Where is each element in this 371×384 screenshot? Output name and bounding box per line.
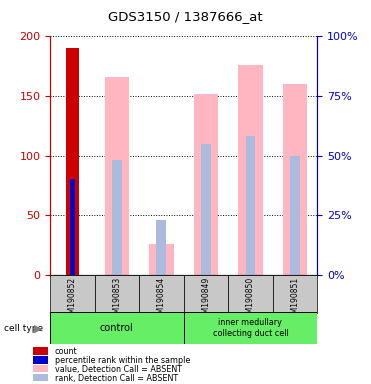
Text: GSM190854: GSM190854 [157, 276, 166, 323]
Bar [228, 275, 273, 313]
Text: percentile rank within the sample: percentile rank within the sample [55, 356, 190, 365]
Bar [290, 156, 300, 275]
Bar [283, 84, 307, 275]
Text: inner medullary
collecting duct cell: inner medullary collecting duct cell [213, 318, 288, 338]
Bar [70, 179, 75, 275]
Text: GSM190851: GSM190851 [290, 276, 299, 323]
Bar [194, 94, 218, 275]
Text: GSM190853: GSM190853 [112, 276, 121, 323]
Text: rank, Detection Call = ABSENT: rank, Detection Call = ABSENT [55, 374, 178, 383]
Text: count: count [55, 347, 77, 356]
Bar [139, 275, 184, 313]
Bar [33, 348, 48, 355]
Text: value, Detection Call = ABSENT: value, Detection Call = ABSENT [55, 365, 182, 374]
Text: GSM190850: GSM190850 [246, 276, 255, 323]
Bar [105, 77, 129, 275]
Bar [95, 275, 139, 313]
Bar [184, 312, 317, 344]
Bar [184, 275, 228, 313]
Bar [33, 365, 48, 372]
Text: ▶: ▶ [34, 323, 43, 333]
Text: control: control [100, 323, 134, 333]
Bar [157, 220, 166, 275]
Bar [149, 243, 174, 275]
Text: GSM190852: GSM190852 [68, 276, 77, 323]
Text: cell type: cell type [4, 324, 43, 333]
Bar [33, 374, 48, 381]
Bar [273, 275, 317, 313]
Bar [201, 144, 211, 275]
Text: GSM190849: GSM190849 [201, 276, 210, 323]
Bar [238, 65, 263, 275]
Bar [246, 136, 255, 275]
Bar [112, 160, 122, 275]
Bar [50, 312, 184, 344]
Bar [66, 48, 79, 275]
Text: GDS3150 / 1387666_at: GDS3150 / 1387666_at [108, 10, 263, 23]
Bar [33, 356, 48, 364]
Bar [50, 275, 95, 313]
